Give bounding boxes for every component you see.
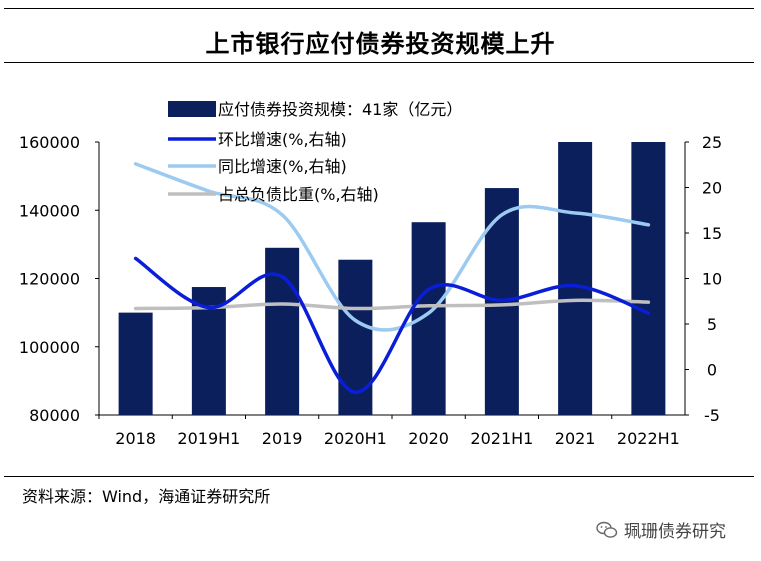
bar-2020 <box>411 222 446 415</box>
x-tick-label: 2021 <box>555 429 596 448</box>
legend-label: 占总负债比重(%,右轴) <box>218 185 379 204</box>
legend-swatch-bar <box>168 101 216 117</box>
x-tick-label: 2018 <box>115 429 156 448</box>
chart-title: 上市银行应付债券投资规模上升 <box>205 30 556 58</box>
top-rule <box>4 8 754 9</box>
y-right-tick-label: -5 <box>704 406 720 425</box>
y-left-tick-label: 120000 <box>19 270 80 289</box>
y-right-tick-label: 10 <box>702 270 722 289</box>
legend-label: 环比增速(%,右轴) <box>218 130 347 149</box>
y-right-tick-label: 0 <box>707 361 717 380</box>
y-right-tick-label: 15 <box>702 224 722 243</box>
x-tick-label: 2019H1 <box>177 429 240 448</box>
brand-name: 珮珊债券研究 <box>624 522 726 542</box>
source-note: 资料来源：Wind，海通证券研究所 <box>22 487 271 506</box>
y-right-tick-label: 25 <box>702 133 722 152</box>
bar-2022H1 <box>631 142 666 415</box>
x-tick-label: 2021H1 <box>470 429 533 448</box>
x-tick-label: 2019 <box>262 429 303 448</box>
bar-2018 <box>118 312 153 415</box>
legend-label: 同比增速(%,右轴) <box>218 157 347 176</box>
y-right-tick-label: 20 <box>702 179 722 198</box>
bar-2021 <box>558 142 593 415</box>
brand-watermark: 珮珊债券研究 <box>596 517 726 542</box>
bottom-rule <box>4 476 754 477</box>
x-tick-label: 2020H1 <box>324 429 387 448</box>
y-left-tick-label: 140000 <box>19 201 80 220</box>
yoy-growth-line <box>133 162 651 332</box>
wechat-icon <box>596 521 618 538</box>
title-rule <box>4 62 754 63</box>
qoq-growth-line <box>133 256 651 395</box>
legend-label: 应付债券投资规模：41家（亿元） <box>218 100 462 119</box>
y-left-tick-label: 160000 <box>19 133 80 152</box>
x-tick-label: 2022H1 <box>617 429 680 448</box>
y-right-tick-label: 5 <box>707 315 717 334</box>
y-left-tick-label: 100000 <box>19 338 80 357</box>
x-tick-label: 2020 <box>408 429 449 448</box>
y-left-tick-label: 80000 <box>29 406 80 425</box>
